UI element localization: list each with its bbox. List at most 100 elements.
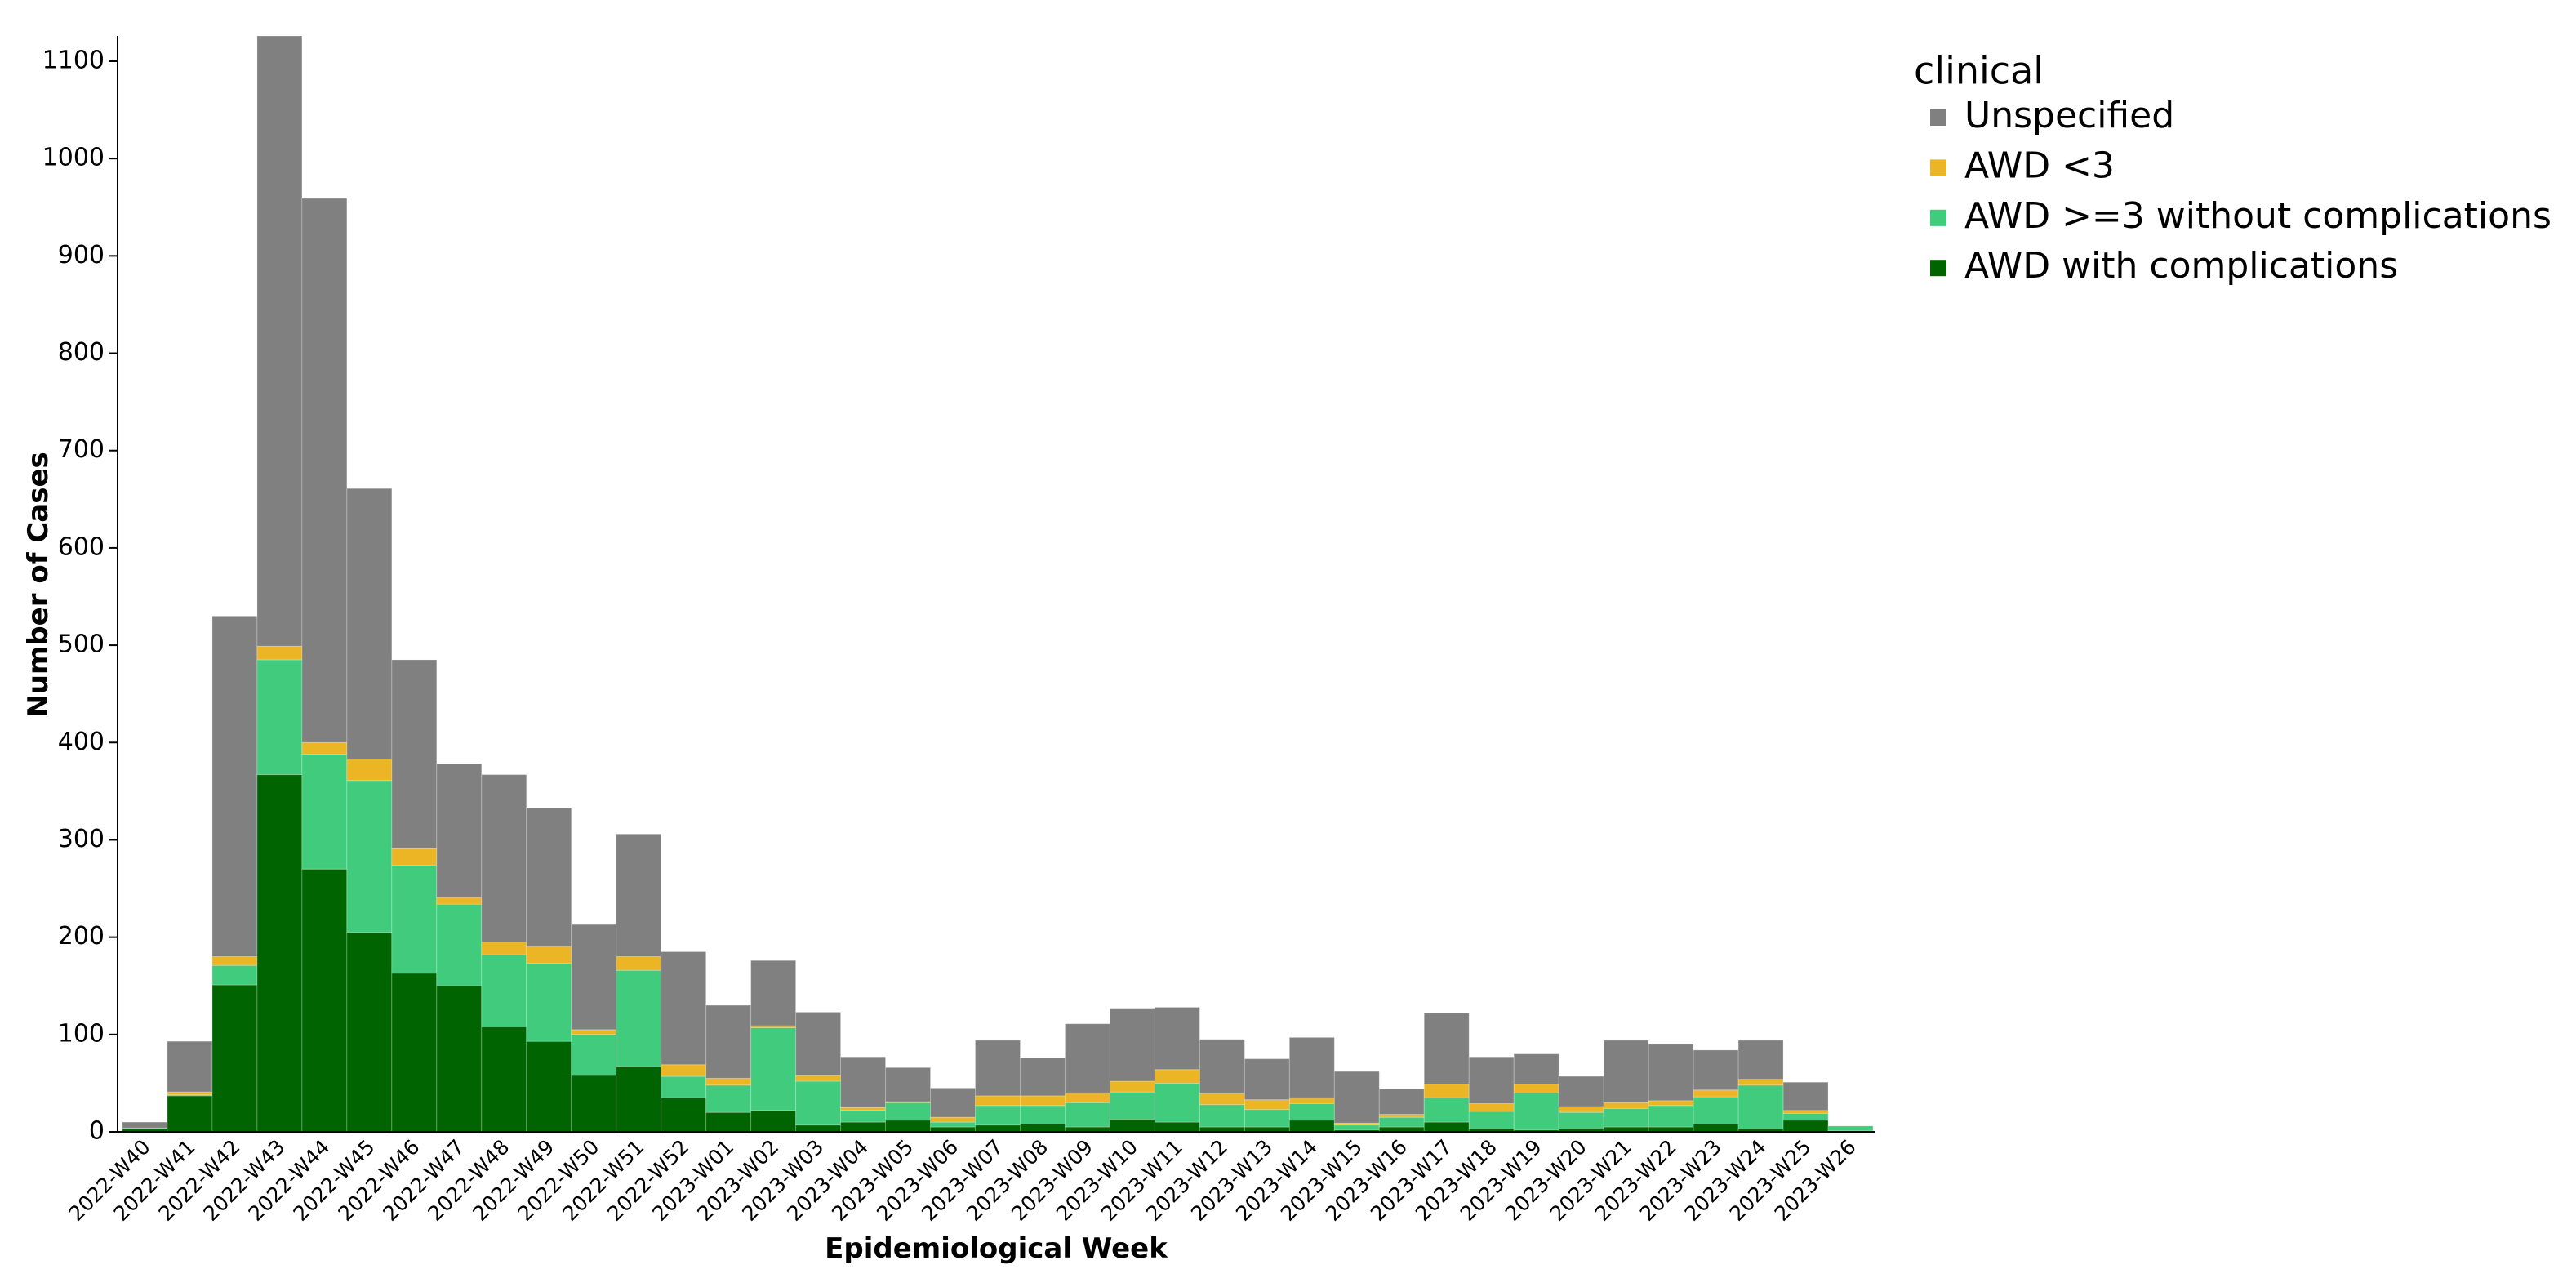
bar-segment	[705, 1084, 752, 1113]
bar-segment	[661, 951, 707, 1066]
bar-segment	[346, 780, 393, 933]
legend-label: Unspecified	[1964, 95, 2174, 136]
bar-segment	[1513, 1092, 1559, 1131]
bar-segment	[1154, 1006, 1200, 1071]
bar-segment	[481, 1026, 527, 1133]
bar-segment	[1423, 1013, 1470, 1085]
bar-segment	[1019, 1095, 1066, 1107]
bar-segment	[167, 1091, 213, 1096]
bar-segment	[571, 1029, 617, 1035]
bar-segment	[1737, 1079, 1784, 1086]
y-tick-label: 700	[58, 435, 105, 464]
bar-segment	[1648, 1100, 1694, 1107]
bar-segment	[436, 903, 483, 986]
bar-segment	[167, 1040, 213, 1093]
bar-segment	[840, 1121, 887, 1133]
bar-segment	[840, 1107, 887, 1111]
bar-segment	[391, 973, 438, 1133]
bar-segment	[930, 1121, 977, 1128]
bar-segment	[571, 1034, 617, 1076]
bar-segment	[1513, 1084, 1559, 1093]
bar-segment	[1019, 1057, 1066, 1097]
bar-segment	[526, 963, 572, 1042]
bar-segment	[1782, 1112, 1829, 1121]
bar-segment	[1603, 1102, 1649, 1109]
y-axis-title: Number of Cases	[22, 452, 55, 718]
bar-segment	[346, 759, 393, 782]
bar-segment	[750, 960, 797, 1026]
legend-title: clinical	[1914, 49, 2044, 93]
bar-segment	[1378, 1116, 1425, 1128]
bar-segment	[1288, 1097, 1335, 1104]
bar-segment	[1693, 1049, 1739, 1091]
bar-segment	[1109, 1119, 1155, 1133]
bar-segment	[571, 1075, 617, 1133]
bar-segment	[616, 833, 662, 957]
y-tick-label: 300	[58, 825, 105, 853]
bar-segment	[167, 1095, 213, 1133]
y-tick-label: 1100	[42, 46, 105, 74]
bar-segment	[346, 488, 393, 760]
bar-segment	[1109, 1080, 1155, 1093]
y-tick-label: 0	[89, 1117, 105, 1146]
bar-segment	[1288, 1102, 1335, 1121]
bar-segment	[211, 955, 258, 966]
bar-segment	[256, 645, 303, 661]
bar-segment	[1333, 1071, 1380, 1124]
bar-segment	[1154, 1121, 1200, 1133]
bar-segment	[436, 897, 483, 905]
bar-segment	[211, 615, 258, 957]
legend-swatch	[1930, 209, 1946, 226]
bar-segment	[436, 985, 483, 1133]
legend-swatch	[1930, 260, 1946, 277]
bar-segment	[1693, 1089, 1739, 1098]
bar-segment	[526, 1040, 572, 1133]
bar-segment	[705, 1077, 752, 1086]
bar-segment	[1558, 1111, 1604, 1129]
bar-segment	[122, 1121, 168, 1129]
bar-segment	[1648, 1105, 1694, 1128]
bar-segment	[1244, 1109, 1290, 1128]
bar-segment	[1423, 1097, 1470, 1123]
y-tick-label: 1000	[42, 144, 105, 172]
bar-segment	[256, 774, 303, 1133]
bar-segment	[1468, 1111, 1515, 1129]
bar-segment	[1154, 1082, 1200, 1123]
bar-segment	[1782, 1110, 1829, 1114]
bar-segment	[795, 1124, 842, 1133]
bar-segment	[526, 946, 572, 964]
legend-swatch	[1930, 109, 1946, 126]
bar-segment	[1109, 1008, 1155, 1082]
bar-segment	[301, 198, 348, 743]
bar-segment	[885, 1067, 932, 1102]
legend-swatch	[1930, 159, 1946, 176]
bar-segment	[975, 1105, 1021, 1126]
bar-segment	[840, 1110, 887, 1123]
bar-segment	[211, 964, 258, 986]
y-tick-label: 200	[58, 922, 105, 951]
bar-segment	[1333, 1124, 1380, 1131]
bar-segment	[1019, 1123, 1066, 1133]
x-axis-title: Epidemiological Week	[825, 1232, 1168, 1265]
legend-label: AWD with complications	[1964, 245, 2398, 287]
bar-segment	[1244, 1058, 1290, 1101]
bar-segment	[301, 741, 348, 755]
bar-segment	[256, 35, 303, 647]
bar-segment	[301, 754, 348, 870]
bar-segment	[1378, 1114, 1425, 1118]
bar-segment	[1603, 1040, 1649, 1103]
bar-segment	[1737, 1040, 1784, 1080]
bar-segment	[1064, 1102, 1110, 1128]
bar-segment	[1558, 1106, 1604, 1113]
bar-segment	[840, 1056, 887, 1108]
bar-segment	[616, 969, 662, 1067]
y-tick-label: 900	[58, 241, 105, 269]
bar-segment	[1288, 1120, 1335, 1133]
bar-segment	[1827, 1125, 1874, 1132]
legend-label: AWD >=3 without complications	[1964, 195, 2552, 237]
bar-segment	[930, 1087, 977, 1118]
bar-segment	[1423, 1121, 1470, 1133]
bar-segment	[795, 1080, 842, 1126]
bar-segment	[1109, 1091, 1155, 1120]
bar-segment	[750, 1026, 797, 1111]
